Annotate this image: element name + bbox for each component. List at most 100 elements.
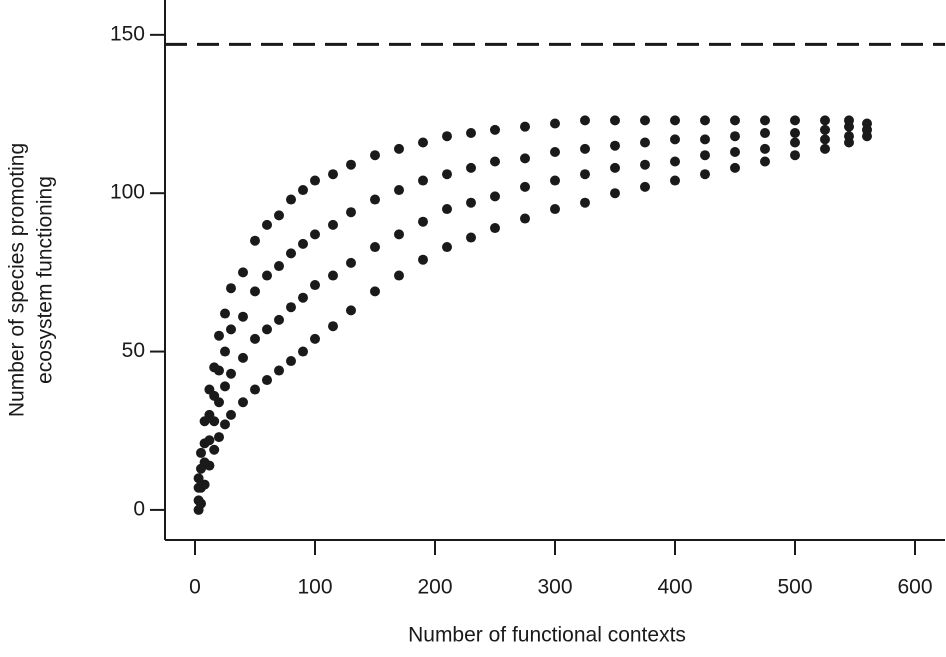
point [220, 381, 230, 392]
point [820, 124, 830, 135]
point [520, 213, 530, 224]
point [790, 128, 800, 139]
point [700, 169, 710, 180]
point [580, 197, 590, 208]
point [394, 270, 404, 281]
point [370, 194, 380, 205]
point [610, 140, 620, 151]
point [520, 121, 530, 132]
point [262, 375, 272, 386]
point [286, 356, 296, 367]
point [274, 261, 284, 272]
point [328, 219, 338, 230]
point [298, 292, 308, 303]
point [298, 238, 308, 249]
point [610, 115, 620, 126]
point [820, 115, 830, 126]
point [250, 384, 260, 395]
point [820, 134, 830, 145]
point [238, 267, 248, 278]
point [328, 270, 338, 281]
point [310, 280, 320, 291]
point [250, 333, 260, 344]
point [214, 432, 224, 443]
point [442, 169, 452, 180]
point [226, 409, 236, 420]
y-tick-label: 50 [122, 339, 145, 362]
point [220, 346, 230, 357]
point [466, 128, 476, 139]
point [328, 169, 338, 180]
y-tick-label: 100 [110, 181, 145, 204]
point [346, 207, 356, 218]
point [226, 368, 236, 379]
point [670, 134, 680, 145]
point [209, 444, 220, 455]
point [490, 156, 500, 167]
point [209, 416, 220, 427]
point [418, 254, 428, 265]
point [442, 131, 452, 142]
x-tick-label: 300 [537, 576, 572, 599]
point [238, 352, 248, 363]
point [640, 159, 650, 170]
y-tick-label: 0 [133, 497, 145, 520]
point [640, 137, 650, 148]
y-tick-label: 150 [110, 22, 145, 45]
point [346, 305, 356, 316]
point [490, 223, 500, 234]
point [550, 147, 560, 158]
point [790, 137, 800, 148]
point [466, 232, 476, 243]
point [820, 143, 830, 154]
point [490, 191, 500, 202]
point [862, 118, 872, 129]
point [790, 115, 800, 126]
x-tick-label: 500 [777, 576, 812, 599]
point [466, 162, 476, 173]
point [370, 150, 380, 161]
point [610, 188, 620, 199]
point [274, 210, 284, 221]
y-axis-label: ecosystem functioning [34, 176, 57, 384]
point [262, 270, 272, 281]
point [310, 175, 320, 186]
point [418, 216, 428, 227]
point [700, 150, 710, 161]
point [730, 115, 740, 126]
point [670, 115, 680, 126]
point [286, 302, 296, 313]
point [220, 308, 230, 319]
point [286, 194, 296, 205]
point [418, 175, 428, 186]
point [328, 321, 338, 332]
point [418, 137, 428, 148]
point [466, 197, 476, 208]
point [238, 397, 248, 408]
point [550, 175, 560, 186]
point [844, 131, 854, 142]
point [274, 314, 284, 325]
point [730, 131, 740, 142]
point [199, 479, 210, 490]
point [670, 156, 680, 167]
x-tick-label: 100 [297, 576, 332, 599]
point [370, 286, 380, 297]
point [298, 185, 308, 196]
point [193, 473, 204, 484]
point [442, 242, 452, 253]
point [394, 185, 404, 196]
point [204, 460, 215, 471]
point [214, 330, 224, 341]
point [640, 181, 650, 192]
point [760, 128, 770, 139]
point [700, 134, 710, 145]
point [274, 365, 284, 376]
point [730, 162, 740, 173]
point [204, 435, 215, 446]
point [760, 156, 770, 167]
point [238, 311, 248, 322]
point [286, 248, 296, 259]
point [640, 115, 650, 126]
